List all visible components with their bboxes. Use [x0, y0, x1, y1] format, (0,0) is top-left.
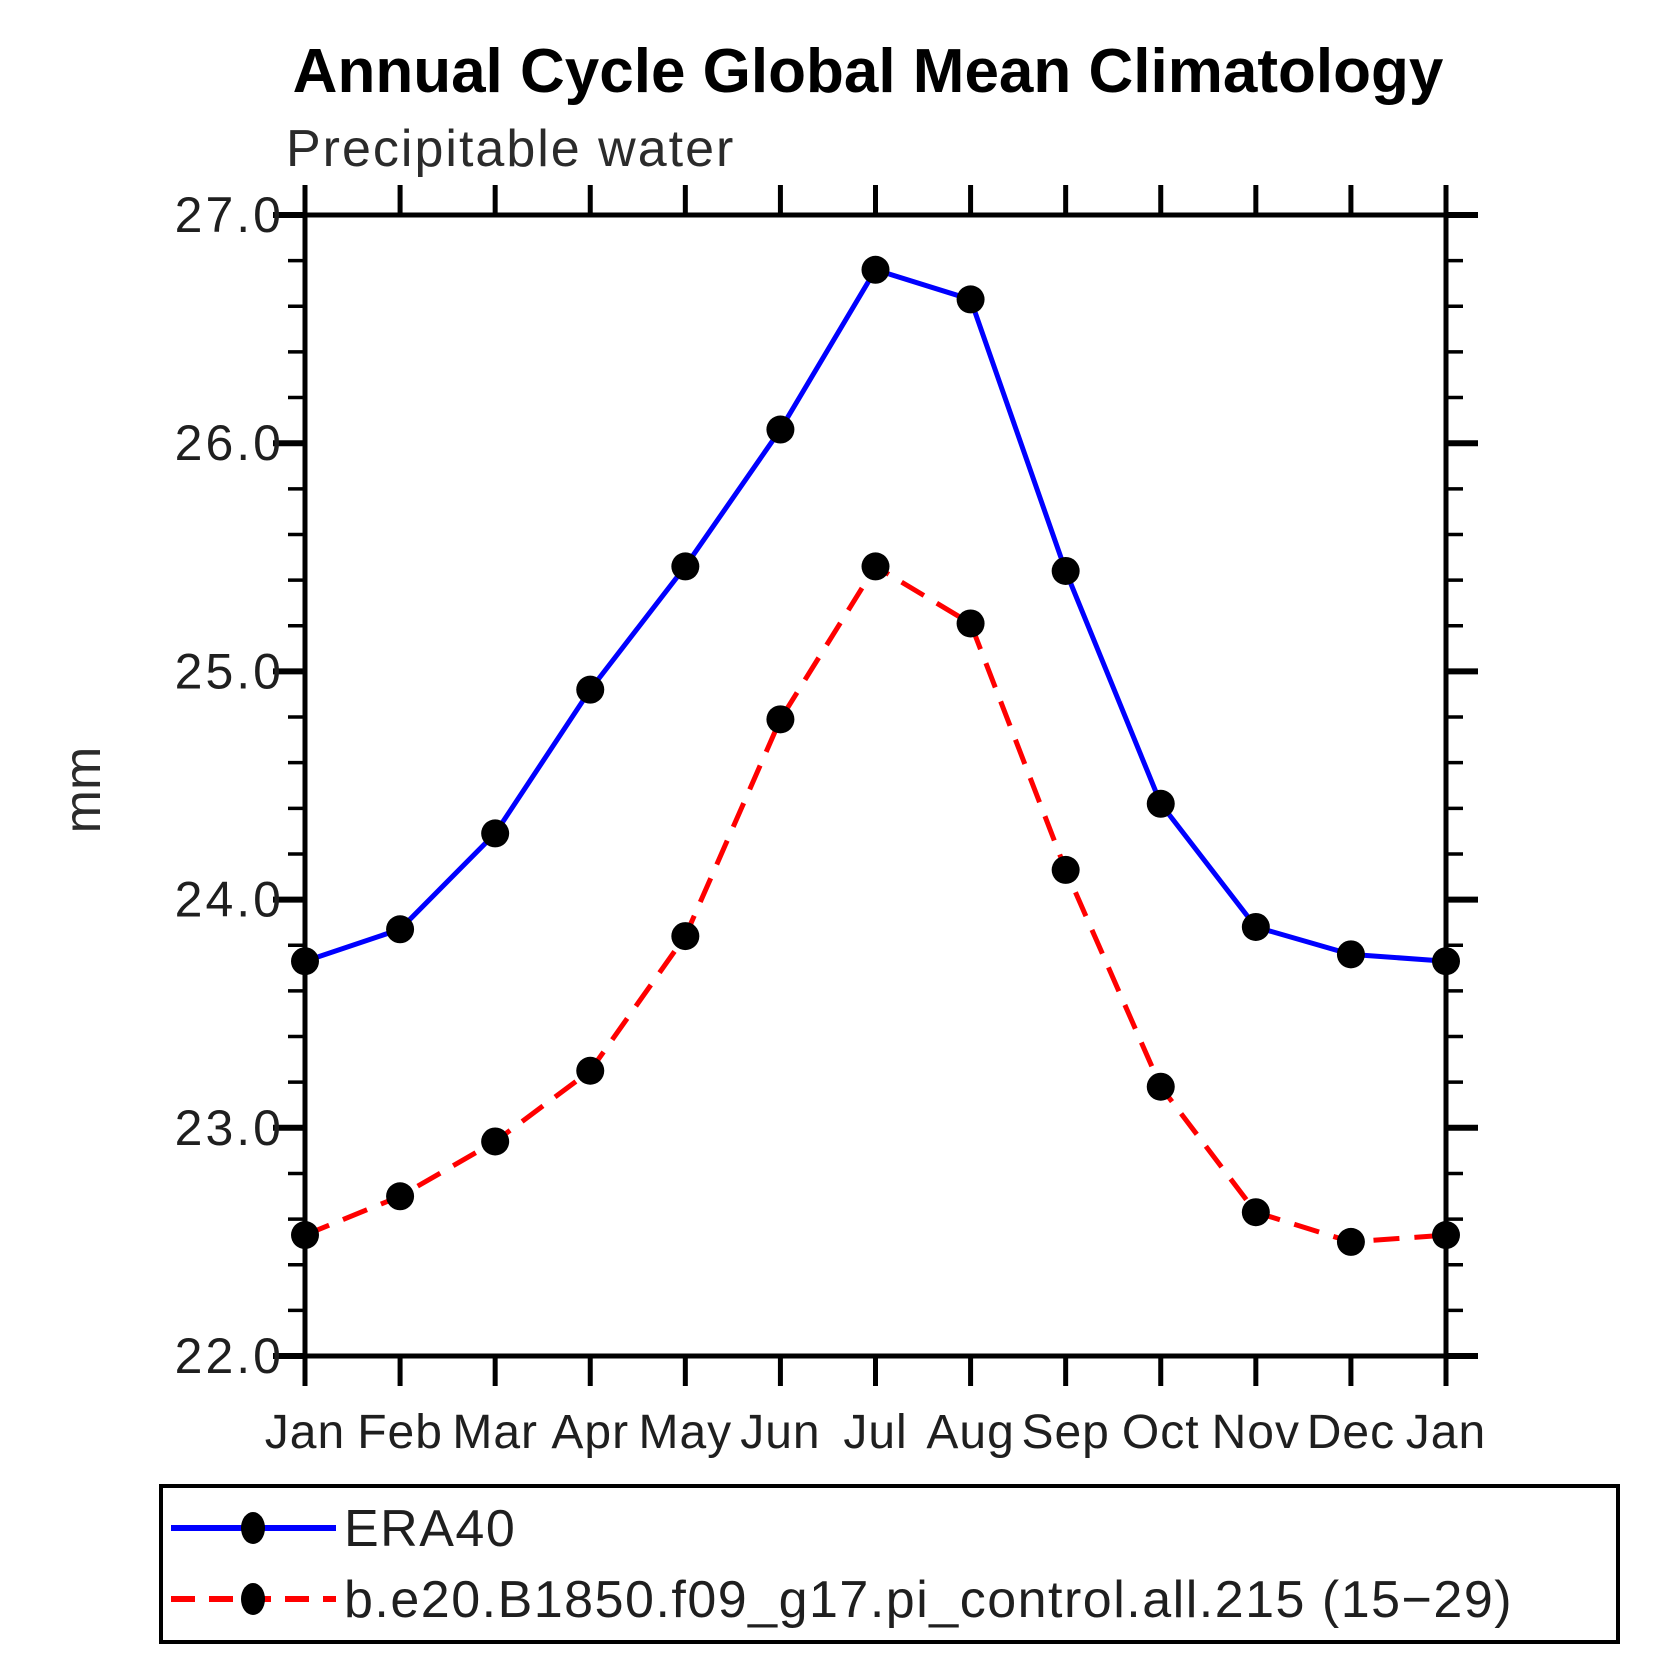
data-point-marker [1146, 789, 1175, 818]
x-tick-label: Mar [452, 1406, 538, 1459]
data-point-marker [766, 415, 795, 444]
data-point-marker [1241, 912, 1270, 941]
x-tick-label: Aug [926, 1406, 1014, 1459]
data-point-marker [956, 285, 985, 314]
y-tick-label: 25.0 [175, 643, 284, 699]
data-point-marker [1336, 1227, 1365, 1256]
data-point-marker [1336, 940, 1365, 969]
series-layer [291, 255, 1460, 1256]
x-tick-label: Apr [551, 1406, 629, 1459]
x-tick-label: Nov [1212, 1406, 1300, 1459]
legend: ERA40 b.e20.B1850.f09_g17.pi_control.all.… [159, 1484, 1620, 1644]
x-tick-label: Jan [1406, 1406, 1486, 1459]
chart-subtitle: Precipitable water [286, 120, 735, 178]
x-tick-label: Dec [1307, 1406, 1395, 1459]
data-point-marker [291, 947, 319, 976]
y-tick-label: 27.0 [175, 187, 284, 243]
data-point-marker [1241, 1198, 1270, 1227]
data-point-marker [1051, 855, 1080, 884]
y-tick-label: 23.0 [175, 1100, 284, 1156]
data-point-marker [576, 1056, 605, 1085]
legend-label: ERA40 [344, 1500, 516, 1558]
data-point-marker [576, 675, 605, 704]
data-point-marker [386, 1182, 415, 1211]
y-tick-label: 26.0 [175, 415, 284, 471]
y-axis-label: mm [54, 747, 112, 834]
data-point-marker [386, 915, 415, 944]
x-tick-label: Oct [1122, 1406, 1200, 1459]
data-point-marker [671, 922, 700, 951]
data-point-marker [1051, 556, 1080, 585]
y-tick-label: 22.0 [175, 1328, 284, 1384]
x-tick-label: Jul [843, 1406, 907, 1459]
series-line [304, 266, 1447, 964]
x-tick-label: Sep [1021, 1406, 1109, 1459]
data-point-marker [1432, 947, 1460, 976]
x-tick-label: Feb [357, 1406, 443, 1459]
legend-sample-marker [241, 1583, 265, 1615]
x-tick-label: Jan [265, 1406, 345, 1459]
data-point-marker [1146, 1072, 1175, 1101]
chart-title: Annual Cycle Global Mean Climatology [293, 37, 1444, 106]
plot-frame [302, 212, 1449, 1359]
data-point-marker [861, 255, 890, 284]
axis-layer: Jan Feb Mar Apr May Jun Jul Aug Sep Oct Nov Dec Jan2… [175, 185, 1486, 1459]
data-point-marker [481, 1127, 510, 1156]
data-point-marker [861, 552, 890, 581]
legend-box [159, 1484, 1620, 1644]
x-tick-label: May [638, 1406, 732, 1459]
data-point-marker [481, 819, 510, 848]
x-tick-label: Jun [740, 1406, 820, 1459]
data-point-marker [956, 609, 985, 638]
legend-sample-marker [241, 1512, 265, 1544]
data-point-marker [1432, 1221, 1460, 1250]
data-point-marker [671, 552, 700, 581]
y-tick-label: 24.0 [175, 872, 284, 928]
series-line [304, 563, 1447, 1245]
legend-label: b.e20.B1850.f09_g17.pi_control.all.215 (… [344, 1571, 1513, 1629]
data-point-marker [291, 1221, 319, 1250]
data-point-marker [766, 705, 795, 734]
legend-entries: ERA40 b.e20.B1850.f09_g17.pi_control.all.… [171, 1500, 1513, 1629]
